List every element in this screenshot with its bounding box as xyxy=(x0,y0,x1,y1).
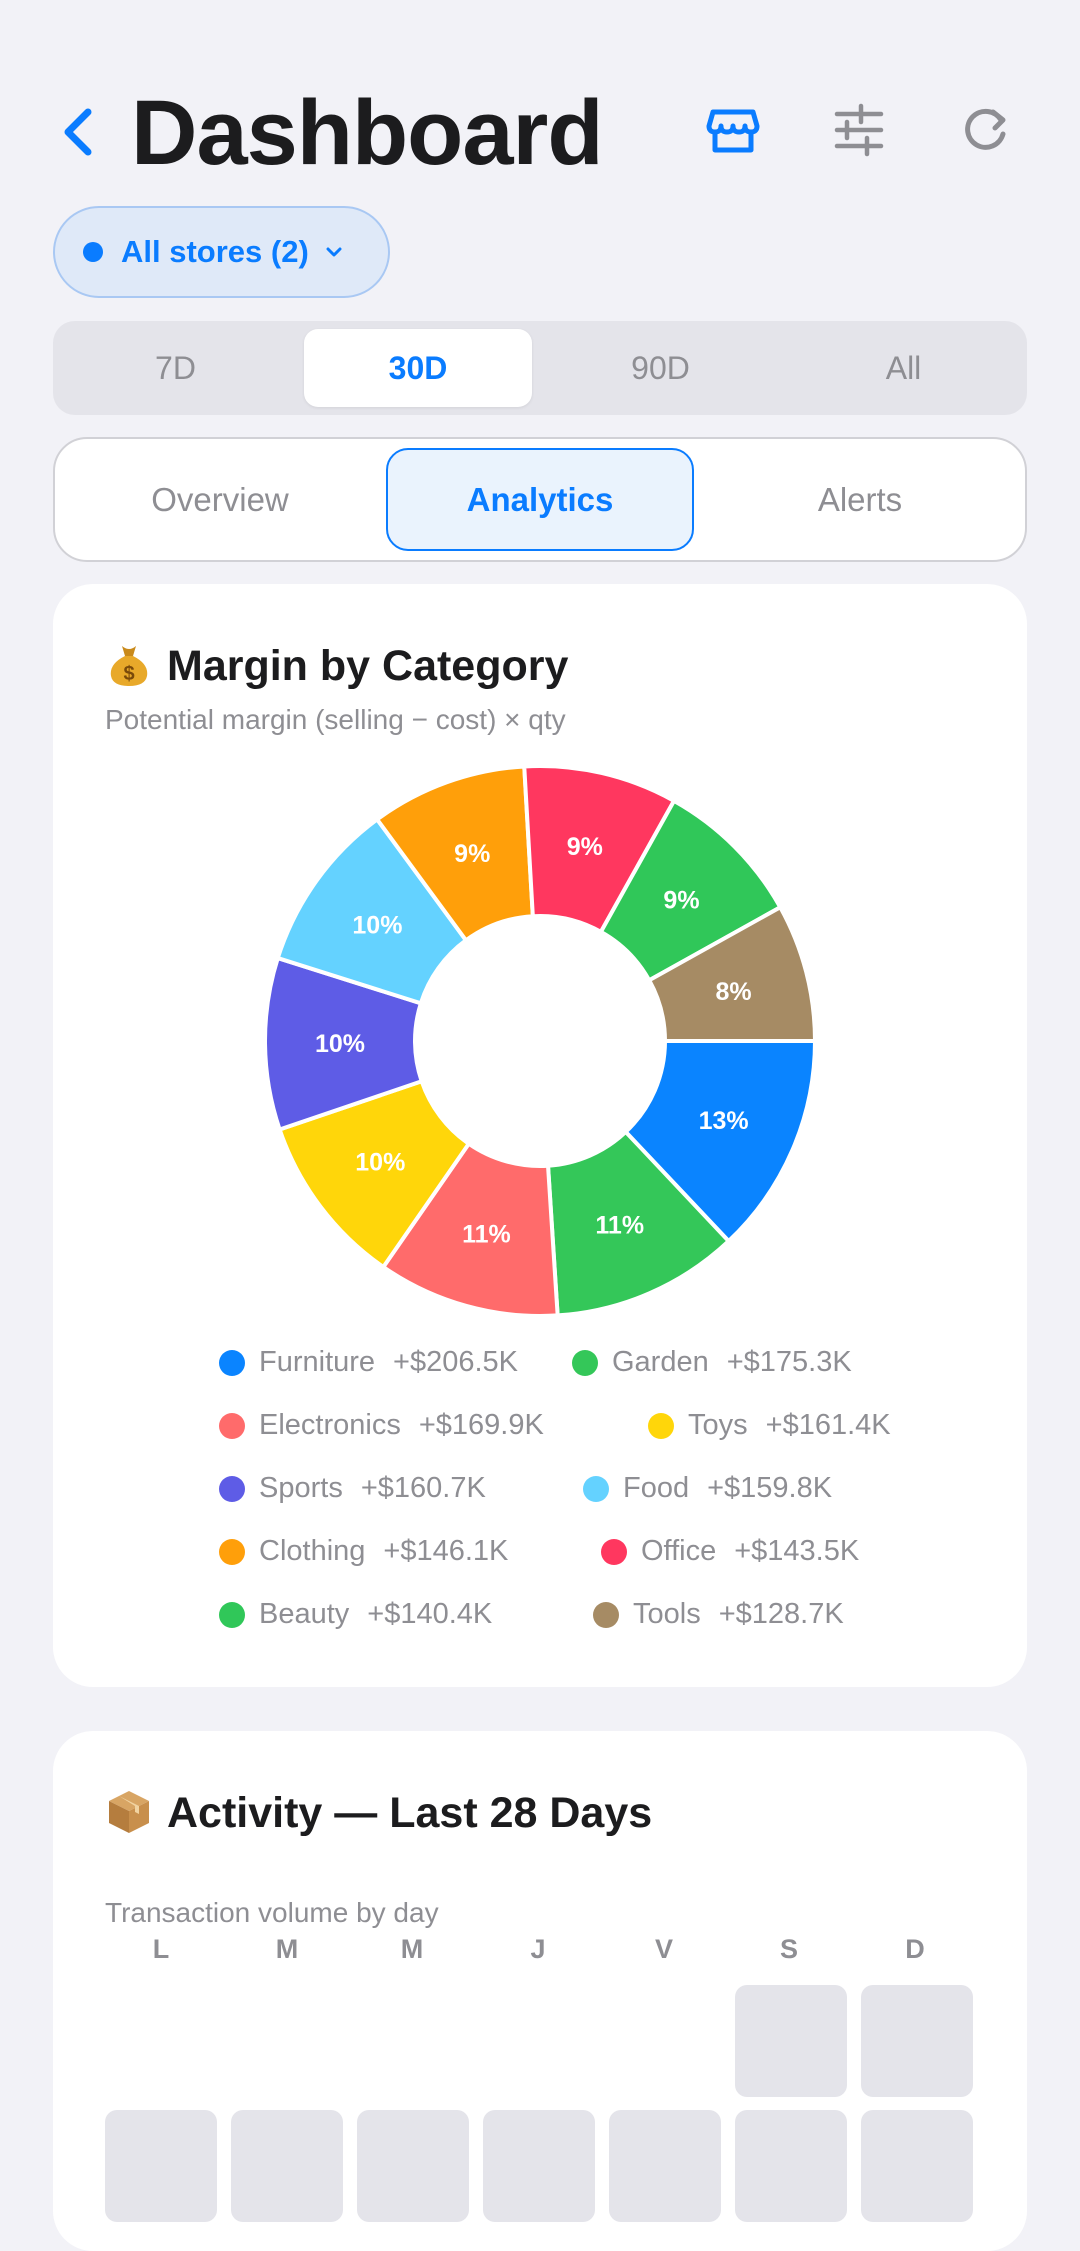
donut-slice[interactable] xyxy=(646,904,815,1043)
margin-card: $ Margin by Category Potential margin (s… xyxy=(53,584,1027,1687)
slice-percent-label: 9% xyxy=(454,840,490,868)
legend-item: Office +$143.5K xyxy=(601,1535,859,1568)
package-icon xyxy=(109,1791,149,1833)
heatmap-cell[interactable] xyxy=(105,2110,217,2222)
margin-card-title: Margin by Category xyxy=(167,642,569,690)
back-chevron-icon[interactable] xyxy=(58,104,106,160)
heatmap-cell[interactable] xyxy=(609,2110,721,2222)
heatmap-cell[interactable] xyxy=(357,2110,469,2222)
sliders-icon[interactable] xyxy=(831,102,887,158)
slice-percent-label: 10% xyxy=(352,912,402,940)
svg-text:$: $ xyxy=(123,663,134,685)
weekday-label: J xyxy=(530,1934,546,1964)
date-range-selector: 7D 30D 90D All xyxy=(53,321,1027,415)
store-filter-chip[interactable]: All stores (2) xyxy=(53,206,390,298)
chart-legend: Furniture +$206.5K Garden +$175.3K Electro… xyxy=(219,1346,979,1661)
activity-card: Activity — Last 28 Days Transaction volu… xyxy=(53,1731,1027,2251)
legend-item: Beauty +$140.4K xyxy=(219,1598,492,1631)
weekday-label: M xyxy=(275,1934,299,1964)
activity-card-subtitle: Transaction volume by day xyxy=(105,1897,439,1928)
weekday-label: L xyxy=(152,1934,170,1964)
store-filter-label: All stores (2) xyxy=(121,234,309,269)
slice-percent-label: 9% xyxy=(663,887,699,915)
page-title: Dashboard xyxy=(131,82,604,184)
range-30d[interactable]: 30D xyxy=(304,329,532,407)
legend-item: Clothing +$146.1K xyxy=(219,1535,508,1568)
weekday-label: S xyxy=(779,1934,798,1964)
store-icon[interactable] xyxy=(705,102,761,158)
refresh-icon[interactable] xyxy=(957,102,1013,158)
legend-item: Electronics +$169.9K xyxy=(219,1409,544,1442)
store-status-dot xyxy=(83,242,103,262)
chevron-down-icon xyxy=(326,247,342,257)
money-bag-icon: $ xyxy=(110,646,148,686)
legend-item: Sports +$160.7K xyxy=(219,1472,486,1505)
legend-item: Tools +$128.7K xyxy=(593,1598,844,1631)
weekday-label: D xyxy=(905,1934,925,1964)
slice-percent-label: 10% xyxy=(315,1030,365,1058)
weekday-label: V xyxy=(654,1934,673,1964)
tab-analytics[interactable]: Analytics xyxy=(386,448,694,551)
legend-item: Toys +$161.4K xyxy=(648,1409,891,1442)
margin-donut-chart: 13% 11% 11% 10% 10% 10% 9% 9% 9% 8% xyxy=(265,766,815,1316)
weekday-label: M xyxy=(400,1934,424,1964)
range-90d[interactable]: 90D xyxy=(631,349,690,386)
heatmap-cell[interactable] xyxy=(735,2110,847,2222)
slice-percent-label: 9% xyxy=(567,833,603,861)
heatmap-cell[interactable] xyxy=(861,2110,973,2222)
legend-item: Food +$159.8K xyxy=(583,1472,832,1505)
range-7d[interactable]: 7D xyxy=(155,349,196,386)
donut-slice[interactable] xyxy=(380,1140,560,1316)
heatmap-cell[interactable] xyxy=(483,2110,595,2222)
slice-percent-label: 13% xyxy=(699,1107,749,1135)
legend-item: Garden +$175.3K xyxy=(572,1346,852,1379)
tab-alerts[interactable]: Alerts xyxy=(817,480,903,518)
slice-percent-label: 8% xyxy=(716,978,752,1006)
donut-slice[interactable] xyxy=(622,1039,815,1244)
heatmap-cell[interactable] xyxy=(735,1985,847,2097)
tab-overview[interactable]: Overview xyxy=(151,480,289,518)
activity-card-title: Activity — Last 28 Days xyxy=(167,1789,653,1837)
heatmap-cell[interactable] xyxy=(231,2110,343,2222)
view-tabs: Overview Analytics Alerts xyxy=(53,437,1027,562)
slice-percent-label: 11% xyxy=(595,1211,644,1239)
range-all[interactable]: All xyxy=(885,349,922,386)
legend-item: Furniture +$206.5K xyxy=(219,1346,518,1379)
slice-percent-label: 11% xyxy=(462,1221,511,1249)
slice-percent-label: 10% xyxy=(355,1148,405,1176)
margin-card-subtitle: Potential margin (selling − cost) × qty xyxy=(105,704,566,735)
heatmap-cell[interactable] xyxy=(861,1985,973,2097)
